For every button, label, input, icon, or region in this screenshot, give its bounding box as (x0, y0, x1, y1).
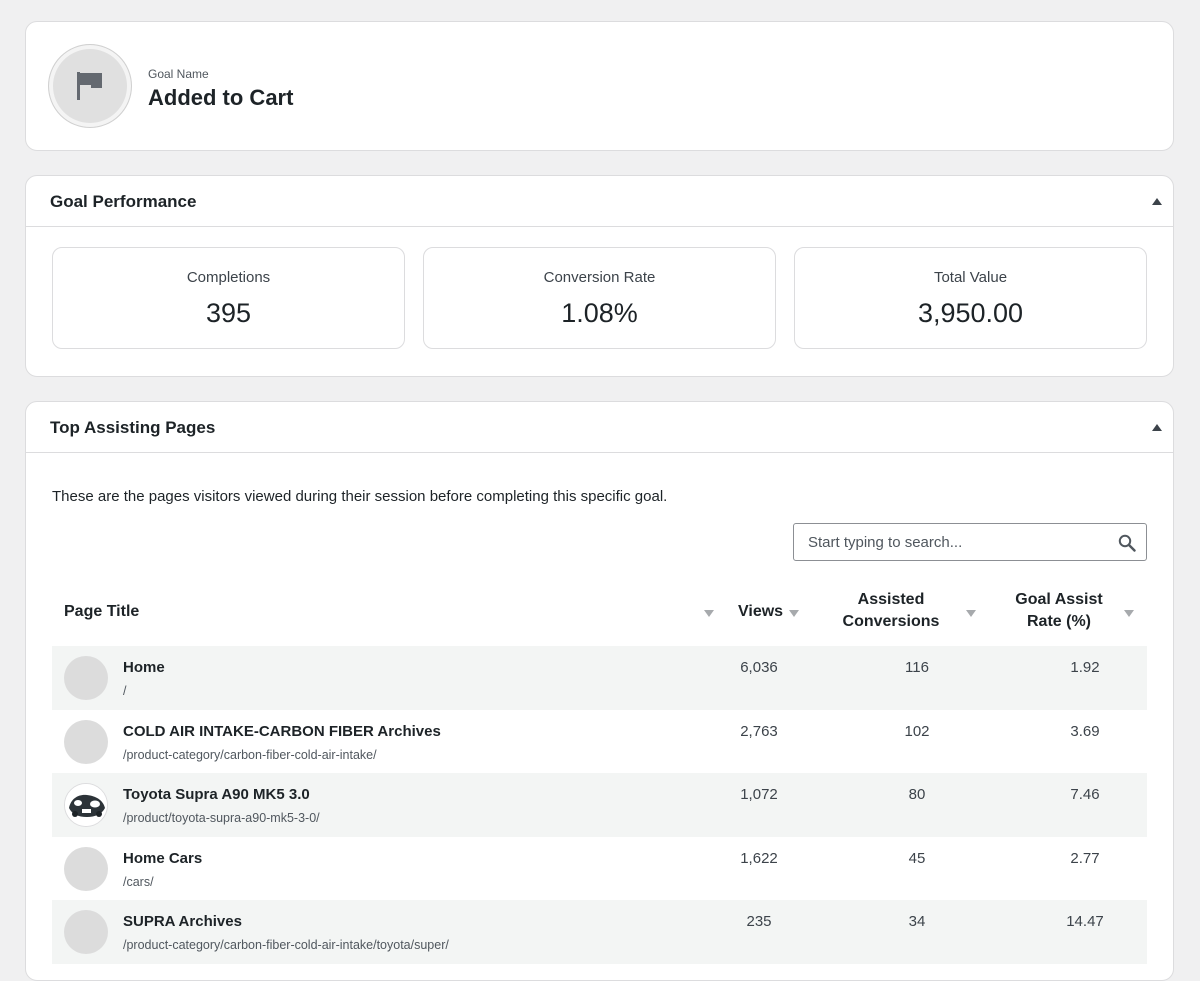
search-icon[interactable] (1118, 534, 1136, 552)
assisted-conversions-value: 102 (904, 722, 930, 740)
assisted-conversions-value: 45 (908, 849, 926, 867)
page-thumbnail (64, 656, 108, 700)
goal-assist-rate-value: 2.77 (1070, 849, 1100, 867)
page-title[interactable]: Home (123, 659, 165, 676)
views-value: 6,036 (740, 659, 778, 676)
car-image-icon (65, 784, 107, 826)
column-header-views[interactable]: Views (738, 603, 784, 620)
page-path: /product-category/carbon-fiber-cold-air-… (123, 938, 449, 952)
metric-label: Completions (186, 269, 271, 286)
metric-value: 1.08% (561, 298, 638, 328)
page-thumbnail (64, 846, 108, 891)
views-value: 235 (746, 913, 772, 930)
goal-assist-rate-value: 7.46 (1070, 786, 1100, 803)
assisted-conversions-value: 116 (905, 659, 929, 676)
goal-assist-rate-value: 3.69 (1070, 722, 1100, 740)
collapse-toggle-button[interactable] (1149, 193, 1165, 209)
sort-caret-icon[interactable] (789, 610, 799, 617)
table-row[interactable]: SUPRA Archives /product-category/carbon-… (52, 900, 1147, 964)
table-row[interactable]: Home Cars /cars/ 1,622 45 2.77 (52, 837, 1147, 901)
collapse-toggle-button[interactable] (1149, 419, 1165, 435)
triangle-up-icon (1152, 197, 1162, 205)
product-thumbnail (64, 783, 108, 827)
goal-name-label: Goal Name (148, 67, 209, 81)
page-path: / (123, 684, 127, 698)
page-thumbnail (64, 719, 108, 764)
goal-assist-rate-value: 14.47 (1066, 913, 1104, 930)
top-assisting-pages-header: Top Assisting Pages (26, 402, 1173, 453)
column-header-goal-assist-rate[interactable]: Goal Assist Rate (%) (994, 589, 1124, 633)
search-input[interactable] (794, 524, 1114, 560)
goal-performance-header: Goal Performance (26, 176, 1173, 227)
metric-total-value: Total Value 3,950.00 (794, 247, 1147, 349)
goal-name: Added to Cart (148, 85, 294, 110)
flag-icon (77, 72, 102, 100)
page-path: /cars/ (123, 874, 154, 889)
table-row[interactable]: Toyota Supra A90 MK5 3.0 /product/toyota… (52, 773, 1147, 837)
table-row[interactable]: COLD AIR INTAKE-CARBON FIBER Archives /p… (52, 710, 1147, 774)
goal-performance-card: Goal Performance Completions 395 Convers… (25, 175, 1174, 377)
views-value: 2,763 (740, 722, 778, 740)
column-header-page-title[interactable]: Page Title (64, 603, 140, 620)
triangle-up-icon (1152, 423, 1162, 431)
column-header-line: Goal Assist (1015, 591, 1103, 608)
column-header-line: Conversions (842, 613, 940, 630)
goal-avatar (48, 44, 132, 128)
table-row[interactable]: Home / 6,036 116 1.92 (52, 646, 1147, 710)
metric-completions: Completions 395 (52, 247, 405, 349)
page-thumbnail (64, 910, 108, 954)
pages-table-body: Home / 6,036 116 1.92 COLD AIR INTAKE-CA… (52, 646, 1147, 964)
metric-conversion-rate: Conversion Rate 1.08% (423, 247, 776, 349)
metric-value: 395 (205, 298, 252, 328)
goal-assist-rate-value: 1.92 (1070, 659, 1100, 676)
pages-description: These are the pages visitors viewed duri… (52, 488, 668, 505)
views-value: 1,622 (740, 849, 778, 867)
page-path: /product/toyota-supra-a90-mk5-3-0/ (123, 811, 320, 825)
column-header-assisted-conversions[interactable]: Assisted Conversions (826, 589, 956, 633)
assisted-conversions-value: 34 (908, 913, 926, 930)
page-title[interactable]: Home Cars (123, 849, 203, 867)
metric-label: Conversion Rate (543, 269, 656, 286)
top-assisting-pages-card: Top Assisting Pages These are the pages … (25, 401, 1174, 981)
metric-value: 3,950.00 (917, 298, 1024, 328)
column-header-line: Assisted (857, 591, 925, 608)
top-assisting-pages-title: Top Assisting Pages (50, 418, 216, 437)
goal-header-card: Goal Name Added to Cart (25, 21, 1174, 151)
page-title[interactable]: COLD AIR INTAKE-CARBON FIBER Archives (123, 722, 441, 740)
sort-caret-icon[interactable] (966, 610, 976, 617)
search-box (793, 523, 1147, 561)
assisted-conversions-value: 80 (908, 786, 926, 803)
sort-caret-icon[interactable] (704, 610, 714, 617)
metric-label: Total Value (933, 269, 1008, 286)
page-title[interactable]: Toyota Supra A90 MK5 3.0 (123, 786, 310, 803)
goal-performance-title: Goal Performance (50, 192, 197, 211)
page-path: /product-category/carbon-fiber-cold-air-… (123, 747, 377, 762)
column-header-line: Rate (%) (1026, 613, 1091, 630)
page-title[interactable]: SUPRA Archives (123, 913, 242, 930)
sort-caret-icon[interactable] (1124, 610, 1134, 617)
views-value: 1,072 (740, 786, 778, 803)
